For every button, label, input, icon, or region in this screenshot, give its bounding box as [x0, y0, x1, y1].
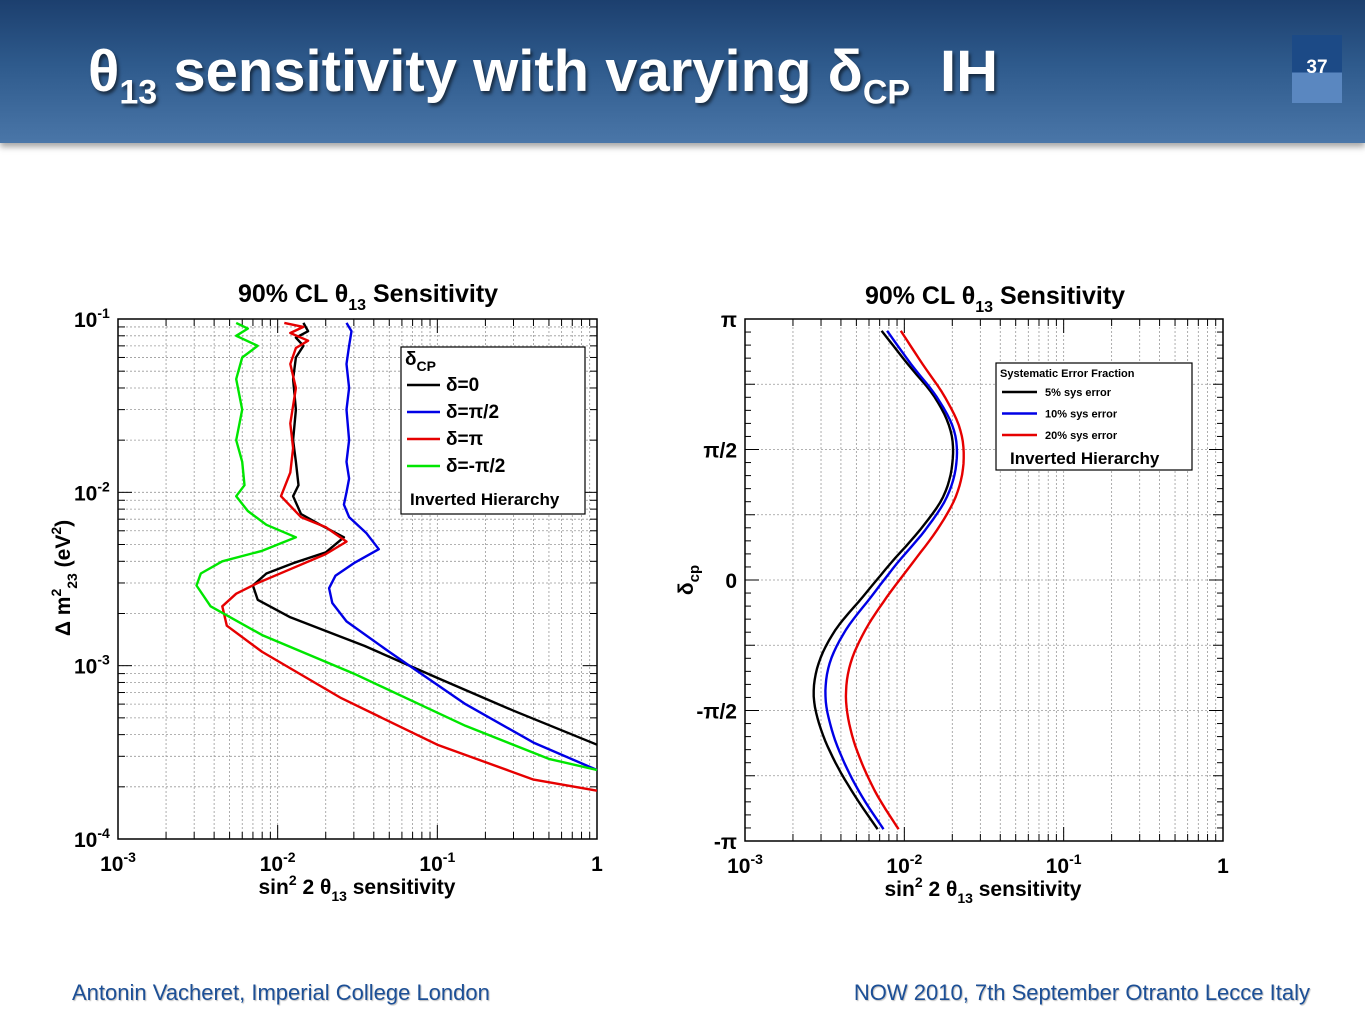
- legend-label: 10% sys error: [1045, 409, 1118, 421]
- slide-title: θ13 sensitivity with varying δCP IH: [88, 38, 998, 113]
- legend-label: 5% sys error: [1045, 387, 1112, 399]
- y-axis-label: δcp: [675, 565, 703, 595]
- chart-title: 90% CL θ13 Sensitivity: [865, 282, 1125, 316]
- legend: Systematic Error Fraction 5% sys error 10%…: [995, 362, 1193, 471]
- legend-label: 20% sys error: [1045, 430, 1118, 442]
- series-line-1: [812, 330, 955, 830]
- title-ih: IH: [940, 39, 999, 104]
- series-line-1: [251, 322, 598, 746]
- grid-lines: [745, 319, 1223, 841]
- series-line-4: [195, 321, 598, 772]
- series-line-3: [221, 321, 598, 792]
- legend-label: δ=π: [446, 429, 484, 450]
- title-main-text: sensitivity with varying δ: [173, 39, 863, 104]
- legend-label: δ=π/2: [446, 402, 499, 423]
- chart-2: 10-3 10-2 10-1 1 -π -π/2 0 π/2 π 90% CL θ13 Sensi…: [675, 282, 1229, 906]
- series-line-3: [844, 330, 965, 830]
- series-line-2: [327, 322, 598, 772]
- legend-label: δ=-π/2: [446, 456, 505, 477]
- x-tick-label: 10-2: [886, 851, 922, 878]
- y-axis-label: Δ m223 (eV2): [48, 520, 80, 636]
- title-theta: θ: [88, 39, 120, 104]
- x-tick-label: 10-3: [727, 851, 763, 878]
- y-tick-label: 10-4: [74, 825, 110, 852]
- x-tick-label: 1: [591, 853, 603, 876]
- y-tick-label: -π: [714, 831, 737, 854]
- y-tick-label: π/2: [703, 440, 737, 463]
- footer-author: Antonin Vacheret, Imperial College Londo…: [72, 980, 490, 1005]
- chart-title: 90% CL θ13 Sensitivity: [238, 280, 498, 314]
- header-bar: [0, 0, 1365, 143]
- legend-header: δCP: [405, 349, 436, 374]
- x-axis-label: sin2 2 θ13 sensitivity: [885, 874, 1082, 906]
- x-tick-label: 10-2: [260, 849, 296, 876]
- y-tick-label: 10-2: [74, 478, 110, 505]
- x-tick-label: 1: [1217, 855, 1229, 878]
- legend-footer: Inverted Hierarchy: [1010, 449, 1160, 468]
- legend-box: [400, 346, 586, 515]
- y-tick-label: 0: [725, 570, 737, 593]
- x-tick-label: 10-1: [1046, 851, 1082, 878]
- legend-label: δ=0: [446, 375, 479, 396]
- x-tick-label: 10-1: [419, 849, 455, 876]
- y-tick-label: π: [721, 309, 737, 332]
- legend-footer: Inverted Hierarchy: [410, 490, 560, 509]
- series-line-2: [824, 330, 959, 830]
- y-tick-label: -π/2: [696, 701, 737, 724]
- legend: δCP δ=0 δ=π/2 δ=π δ=-π/2 Inverted Hierarchy: [400, 346, 586, 515]
- x-axis-label: sin2 2 θ13 sensitivity: [259, 872, 456, 904]
- footer-conference: NOW 2010, 7th September Otranto Lecce It…: [853, 980, 1310, 1005]
- chart-1: 10-3 10-2 10-1 110-410-310-210-190% CL θ13 …: [48, 280, 603, 904]
- legend-header: Systematic Error Fraction: [1000, 368, 1135, 380]
- y-tick-label: 10-1: [74, 305, 110, 332]
- y-tick-label: 10-3: [74, 652, 110, 679]
- slide-number: 37: [1292, 35, 1342, 103]
- title-theta-subscript: 13: [119, 73, 158, 112]
- x-tick-label: 10-3: [100, 849, 136, 876]
- legend-box: [995, 362, 1193, 471]
- title-delta-subscript: CP: [862, 73, 911, 112]
